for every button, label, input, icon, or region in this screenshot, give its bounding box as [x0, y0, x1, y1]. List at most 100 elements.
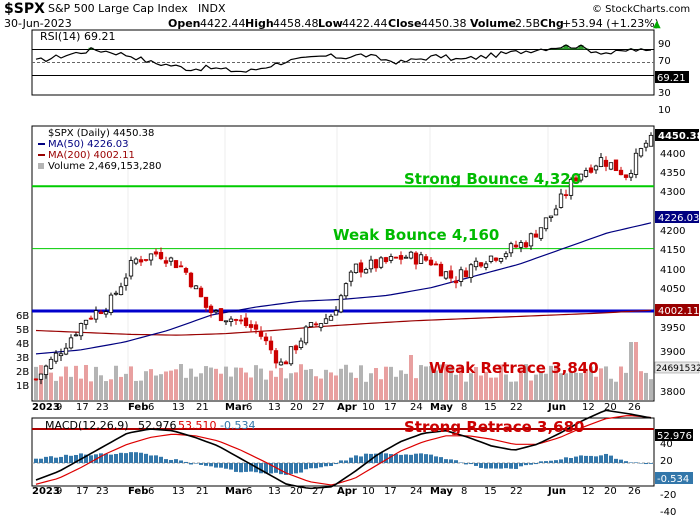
- candle-body: [433, 263, 439, 266]
- macd-histogram-bar: [359, 456, 363, 463]
- candle-body: [188, 272, 194, 288]
- candle-body: [183, 268, 189, 273]
- candle-body: [428, 259, 434, 266]
- candle-body: [643, 142, 649, 148]
- macd-value-tag: 52.976: [657, 431, 692, 442]
- price-y-axis: 4400 4350 4300 4200 4150 4100 4050 3950 …: [660, 149, 685, 398]
- macd-histogram-bar: [154, 455, 158, 463]
- macd-histogram-bar: [594, 456, 598, 463]
- volume-bar: [639, 371, 643, 400]
- candle-body: [518, 242, 524, 248]
- macd-histogram-bar: [494, 463, 498, 469]
- volume-bar: [614, 381, 618, 400]
- macd-histogram-bar: [454, 460, 458, 463]
- volume-bar: [289, 373, 293, 400]
- candle-body: [388, 256, 394, 261]
- macd-histogram-bar: [104, 453, 108, 463]
- macd-histogram-bar: [224, 463, 228, 469]
- price-tick: 4200: [660, 226, 685, 237]
- volume-bar: [299, 364, 303, 400]
- volume-bar: [349, 372, 353, 400]
- candle-body: [438, 263, 444, 277]
- candle-body: [173, 260, 179, 269]
- macd-histogram-bar: [574, 456, 578, 463]
- volume-bar: [574, 372, 578, 400]
- volume-bar: [159, 374, 163, 400]
- volume-bar: [394, 376, 398, 400]
- legend-ma50-swatch: [38, 143, 45, 145]
- macd-histogram-bar: [399, 454, 403, 463]
- volume-bar: [124, 373, 128, 400]
- macd-histogram-bar: [439, 457, 443, 463]
- volume-bar: [364, 381, 368, 400]
- candle-body: [338, 295, 344, 313]
- ma50-tag-bg: [655, 211, 699, 223]
- volume-bar: [644, 372, 648, 400]
- candle-body: [133, 258, 139, 264]
- x-tick-label: Feb: [128, 486, 148, 497]
- x-tick-label: 23: [96, 402, 109, 413]
- price-tick: 3900: [660, 347, 685, 358]
- rsi-legend: RSI(14) 69.21: [40, 30, 115, 43]
- macd-histogram-bar: [419, 453, 423, 463]
- macd-histogram-bar: [474, 463, 478, 466]
- x-tick-label: 21: [196, 402, 209, 413]
- candle-body: [228, 318, 234, 322]
- candle-body: [488, 255, 494, 262]
- volume-bar: [104, 381, 108, 400]
- x-tick-label: 17: [76, 486, 89, 497]
- volume-bar: [319, 378, 323, 400]
- candle-body: [328, 315, 334, 321]
- volume-bar: [194, 376, 198, 400]
- candle-body: [578, 173, 584, 181]
- volume-bar: [459, 366, 463, 400]
- macd-histogram-bar: [294, 463, 298, 474]
- macd-histogram-bar: [519, 463, 523, 467]
- rsi-tick: 10: [658, 105, 671, 116]
- candle-body: [303, 326, 309, 344]
- candle-body: [538, 227, 544, 239]
- macd-histogram-bar: [499, 463, 503, 469]
- candle-body: [238, 319, 244, 322]
- macd-histogram-bar: [534, 463, 538, 465]
- x-tick-label: 26: [628, 402, 641, 413]
- volume-bar: [649, 379, 653, 400]
- macd-legend-signal: 53.510: [178, 419, 217, 432]
- candle-body: [548, 215, 554, 218]
- macd-histogram-bar: [114, 453, 118, 463]
- macd-histogram-bar: [144, 453, 148, 463]
- macd-tick: 20: [660, 456, 673, 467]
- rsi-tick: 70: [658, 56, 671, 67]
- macd-histogram-bar: [124, 453, 128, 463]
- x-tick-label: 6: [246, 486, 252, 497]
- candle-body: [533, 233, 539, 238]
- candle-body: [473, 260, 479, 268]
- macd-histogram-bar: [559, 459, 563, 463]
- macd-histogram-bar: [314, 463, 318, 469]
- volume-bar: [334, 375, 338, 400]
- macd-histogram-bar: [349, 457, 353, 463]
- candle-body: [588, 167, 594, 173]
- volume-bar: [489, 377, 493, 400]
- candle-body: [53, 352, 59, 362]
- candle-body: [93, 310, 99, 320]
- macd-histogram-bar: [244, 463, 248, 472]
- macd-histogram-bar: [269, 463, 273, 474]
- volume-bar: [384, 366, 388, 400]
- annotation-strong-retrace: Strong Retrace 3,680: [404, 418, 584, 436]
- ma50-tag: 4226.03: [658, 213, 699, 224]
- volume-tick: 2B: [16, 367, 29, 378]
- candle-body: [263, 336, 269, 342]
- candle-body: [153, 251, 159, 255]
- volume-bar: [244, 372, 248, 400]
- candle-body: [203, 296, 209, 308]
- macd-histogram-bar: [524, 463, 528, 466]
- macd-signal-line: [35, 415, 652, 486]
- macd-histogram-bar: [414, 453, 418, 463]
- volume-bar: [534, 374, 538, 400]
- candle-body: [403, 256, 409, 259]
- x-tick-label: 6: [148, 486, 154, 497]
- macd-histogram-bar: [354, 455, 358, 463]
- x-tick-label: Jun: [547, 486, 566, 497]
- volume-bar: [324, 369, 328, 400]
